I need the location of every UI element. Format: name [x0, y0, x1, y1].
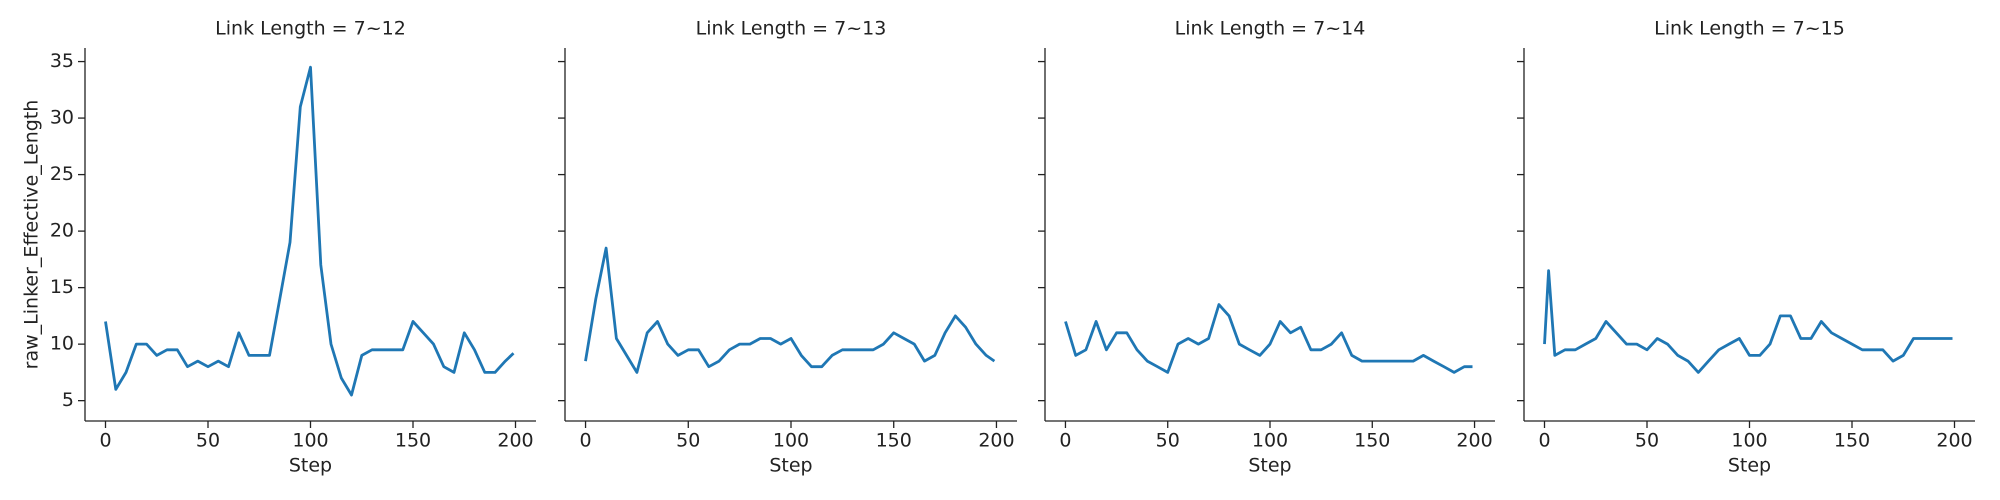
x-tick-label: 200 [978, 430, 1014, 452]
x-tick-label: 50 [1156, 430, 1180, 452]
x-tick-label: 0 [579, 430, 591, 452]
x-axis-label: Step [1728, 455, 1771, 477]
y-tick-label: 10 [50, 333, 74, 355]
x-tick-label: 200 [497, 430, 533, 452]
x-tick-label: 100 [1252, 430, 1288, 452]
x-tick-label: 50 [676, 430, 700, 452]
data-line [104, 65, 515, 397]
data-line [1543, 269, 1953, 374]
x-tick-label: 150 [876, 430, 912, 452]
y-tick-label: 25 [50, 163, 74, 185]
subplot-title: Link Length = 7~13 [696, 18, 887, 40]
x-tick-label: 100 [773, 430, 809, 452]
subplot-title: Link Length = 7~12 [215, 18, 406, 40]
subplot-title: Link Length = 7~15 [1654, 18, 1845, 40]
x-axis-label: Step [769, 455, 812, 477]
y-tick-label: 20 [50, 220, 74, 242]
y-tick-label: 30 [50, 107, 74, 129]
x-tick-label: 0 [99, 430, 111, 452]
x-axis-label: Step [1248, 455, 1291, 477]
x-tick-label: 200 [1936, 430, 1972, 452]
x-tick-label: 0 [1059, 430, 1071, 452]
y-tick-label: 5 [62, 389, 74, 411]
x-tick-label: 150 [395, 430, 431, 452]
subplot-title: Link Length = 7~14 [1175, 18, 1366, 40]
x-tick-label: 150 [1354, 430, 1390, 452]
x-tick-label: 50 [196, 430, 220, 452]
data-line [584, 246, 996, 374]
x-tick-label: 150 [1834, 430, 1870, 452]
x-tick-label: 50 [1635, 430, 1659, 452]
x-axis-label: Step [289, 455, 332, 477]
y-tick-label: 35 [50, 50, 74, 72]
data-line [1064, 303, 1473, 374]
x-tick-label: 100 [292, 430, 328, 452]
x-tick-label: 100 [1731, 430, 1767, 452]
x-tick-label: 200 [1456, 430, 1492, 452]
x-tick-label: 0 [1538, 430, 1550, 452]
y-tick-label: 15 [50, 276, 74, 298]
y-axis-label: raw_Linker_Effective_Length [21, 100, 43, 370]
